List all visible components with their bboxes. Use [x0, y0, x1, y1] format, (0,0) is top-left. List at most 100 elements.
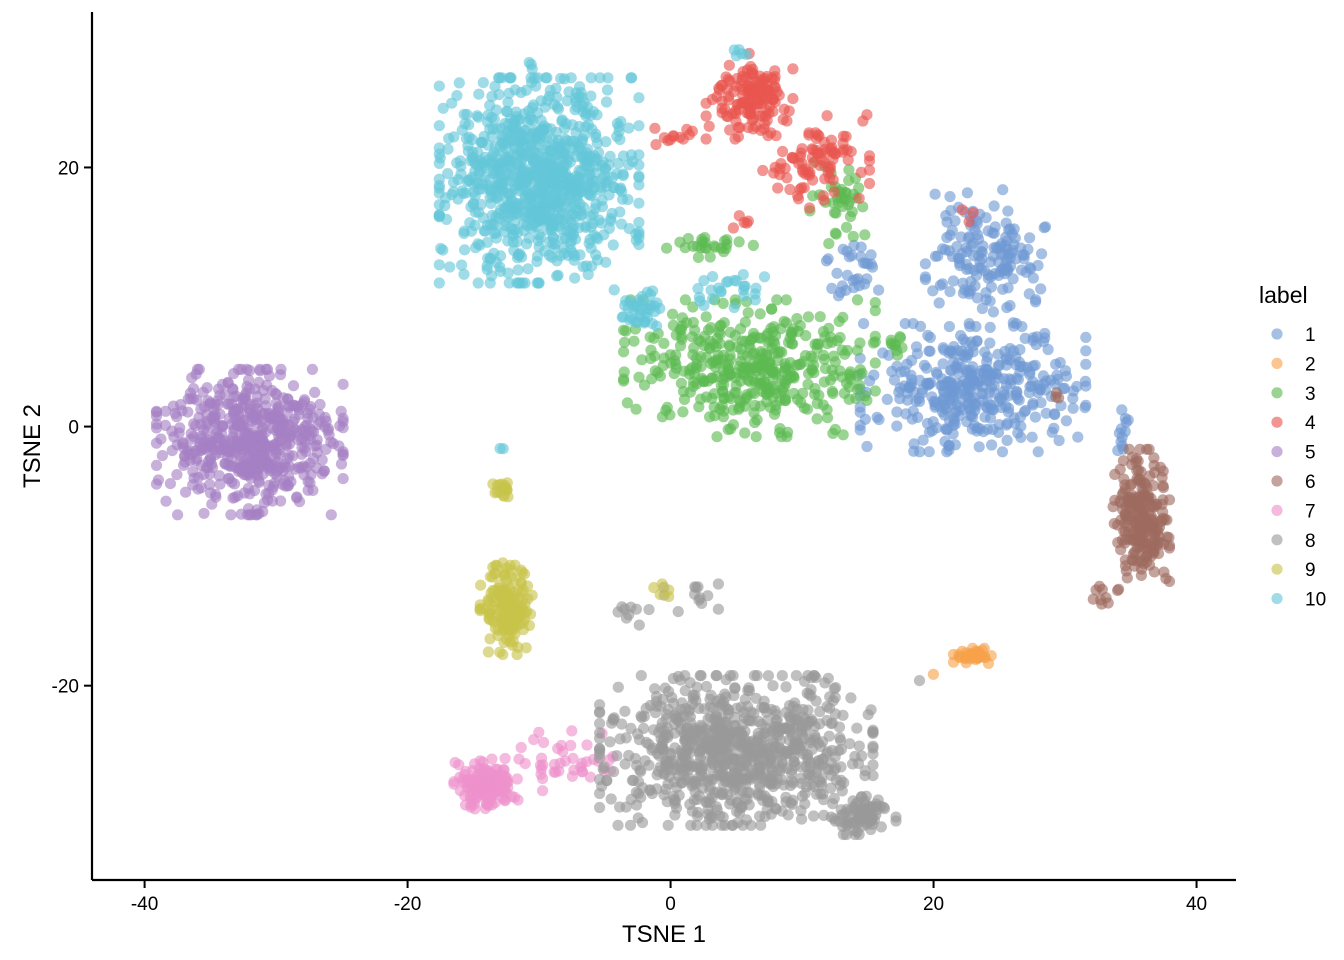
point-label-8 — [761, 715, 774, 727]
point-label-8 — [791, 714, 803, 726]
point-label-1 — [853, 280, 865, 292]
point-label-8 — [719, 819, 731, 831]
point-label-1 — [979, 411, 991, 423]
point-label-3 — [830, 207, 842, 219]
point-label-7 — [459, 789, 471, 802]
point-label-1 — [999, 264, 1011, 276]
point-label-8 — [809, 720, 821, 732]
point-label-1 — [1010, 318, 1022, 330]
point-label-5 — [257, 384, 269, 397]
point-label-8 — [734, 802, 746, 814]
point-label-1 — [944, 286, 956, 298]
point-label-1 — [1032, 259, 1044, 272]
legend-key-3 — [1271, 387, 1283, 399]
point-label-6 — [1151, 539, 1163, 552]
point-label-1 — [865, 249, 877, 261]
point-label-1 — [974, 368, 986, 380]
point-label-10 — [730, 275, 743, 287]
point-label-3 — [722, 423, 734, 436]
point-label-1 — [1005, 247, 1018, 259]
point-label-1 — [984, 337, 996, 349]
point-label-10 — [612, 157, 624, 169]
point-label-5 — [259, 393, 271, 405]
point-label-8 — [594, 699, 606, 711]
point-label-6 — [1114, 495, 1126, 507]
point-label-5 — [199, 443, 211, 455]
point-label-8 — [661, 722, 673, 734]
point-label-3 — [677, 406, 689, 418]
point-label-10 — [493, 72, 505, 84]
point-label-10 — [507, 236, 519, 248]
point-label-5 — [268, 477, 280, 489]
point-label-5 — [222, 398, 234, 410]
point-label-5 — [279, 480, 292, 492]
series-4 — [649, 47, 979, 234]
point-label-8 — [709, 726, 721, 739]
legend-label-8: 8 — [1305, 531, 1316, 552]
point-label-5 — [243, 383, 256, 395]
point-label-5 — [244, 407, 256, 419]
point-label-10 — [489, 80, 501, 92]
point-label-8 — [790, 670, 803, 682]
point-label-4 — [796, 143, 808, 155]
point-label-10 — [601, 84, 614, 96]
point-label-5 — [337, 473, 349, 485]
point-label-3 — [720, 359, 732, 371]
point-label-1 — [980, 287, 992, 299]
point-label-8 — [913, 675, 926, 687]
point-label-8 — [705, 762, 718, 774]
point-label-9 — [509, 573, 521, 585]
point-label-9 — [484, 633, 496, 645]
legend-label-9: 9 — [1305, 560, 1316, 581]
point-label-8 — [729, 711, 741, 724]
point-label-5 — [191, 394, 203, 406]
point-label-3 — [782, 426, 794, 438]
point-label-4 — [956, 204, 968, 216]
point-label-4 — [784, 183, 796, 196]
point-label-8 — [635, 670, 647, 682]
point-label-6 — [1161, 514, 1173, 526]
point-label-5 — [283, 449, 295, 461]
point-label-6 — [1129, 526, 1141, 538]
point-label-5 — [314, 416, 327, 428]
point-label-1 — [1040, 407, 1052, 419]
point-label-8 — [650, 696, 662, 708]
point-label-8 — [743, 682, 755, 694]
point-label-8 — [707, 812, 719, 824]
point-label-5 — [150, 459, 163, 471]
point-label-3 — [844, 211, 857, 223]
series-8 — [594, 578, 926, 841]
point-label-8 — [604, 736, 616, 748]
point-label-3 — [791, 393, 804, 405]
point-label-4 — [817, 190, 829, 202]
point-label-3 — [729, 330, 741, 342]
point-label-10 — [728, 302, 740, 314]
point-label-8 — [648, 724, 660, 736]
point-label-8 — [696, 760, 708, 772]
point-label-8 — [833, 721, 846, 733]
point-label-1 — [1067, 402, 1079, 414]
point-label-5 — [289, 463, 302, 475]
point-label-8 — [758, 695, 770, 707]
point-label-3 — [664, 409, 676, 421]
point-label-8 — [835, 804, 847, 816]
point-label-3 — [630, 403, 642, 415]
point-label-1 — [987, 306, 1000, 318]
point-label-4 — [703, 120, 715, 132]
point-label-1 — [1080, 380, 1092, 392]
point-label-8 — [855, 791, 868, 803]
point-label-8 — [743, 745, 755, 758]
point-label-1 — [923, 446, 935, 458]
point-label-5 — [306, 363, 318, 375]
point-label-10 — [456, 124, 468, 136]
point-label-1 — [955, 330, 967, 342]
point-label-10 — [513, 185, 525, 197]
point-label-8 — [865, 704, 877, 716]
point-label-10 — [505, 222, 517, 234]
point-label-8 — [691, 819, 703, 831]
point-label-3 — [711, 333, 723, 345]
point-label-8 — [784, 779, 797, 792]
point-label-8 — [594, 717, 606, 730]
point-label-8 — [679, 685, 691, 697]
